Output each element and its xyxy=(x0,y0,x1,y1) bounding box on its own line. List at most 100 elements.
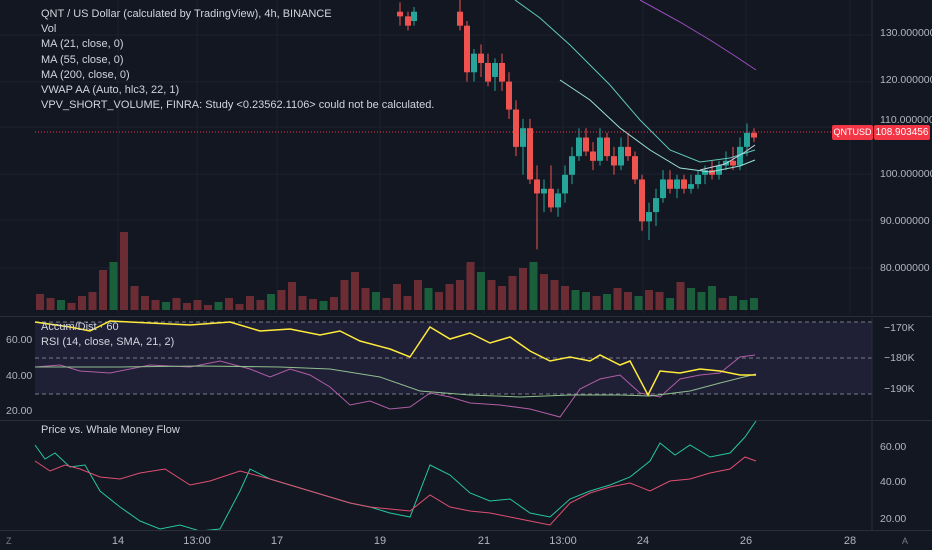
rsi-ma-line xyxy=(35,365,757,398)
volume-bar xyxy=(393,284,401,310)
price-axis-label: 90.000000 xyxy=(880,215,930,227)
ma55-line xyxy=(514,0,756,163)
volume-bar xyxy=(624,292,632,310)
candle-body xyxy=(611,156,617,166)
volume-bar xyxy=(330,297,338,310)
rsi-pane[interactable]: Accum/Dist · 60 RSI (14, close, SMA, 21,… xyxy=(0,316,932,419)
legend-volume[interactable]: Vol xyxy=(41,23,57,36)
candle-body xyxy=(646,212,652,222)
adline-line xyxy=(34,320,756,397)
candle-body xyxy=(751,132,757,138)
candle-body xyxy=(639,179,645,222)
candle-body xyxy=(499,62,505,82)
candle-body xyxy=(506,81,512,110)
volume-bar xyxy=(655,292,664,310)
candle-body xyxy=(513,109,519,147)
volume-bar xyxy=(697,292,706,310)
volume-bar xyxy=(319,301,328,310)
candle-body xyxy=(457,11,463,26)
volume-bar xyxy=(571,290,580,310)
legend-whale-flow[interactable]: Price vs. Whale Money Flow xyxy=(41,424,180,436)
candle-body xyxy=(548,188,554,208)
volume-bar xyxy=(634,296,643,310)
ma21-line xyxy=(559,79,756,173)
volume-bar xyxy=(708,286,716,310)
legend-accum-dist[interactable]: Accum/Dist · 60 xyxy=(41,321,119,333)
volume-bar xyxy=(540,274,548,310)
candle-body xyxy=(737,146,743,166)
price-axis-label: 100.000000 xyxy=(880,168,932,180)
whale-green-line xyxy=(34,421,757,531)
rsi-chart-canvas[interactable] xyxy=(0,317,932,419)
candle-body xyxy=(492,62,498,77)
whale-axis-label: 60.00 xyxy=(880,441,907,453)
ma200-line xyxy=(639,0,757,71)
candle-body xyxy=(541,188,547,194)
volume-bar xyxy=(582,292,590,310)
candle-body xyxy=(688,184,694,189)
volume-bar xyxy=(141,296,149,310)
price-chart-canvas[interactable] xyxy=(0,0,932,314)
volume-bar xyxy=(687,288,695,310)
whale-flow-pane[interactable]: Price vs. Whale Money Flow 60.00 40.00 2… xyxy=(0,420,932,531)
candle-body xyxy=(709,170,715,175)
time-label: 13:00 xyxy=(549,535,577,547)
volume-bar xyxy=(466,262,475,310)
legend-rsi[interactable]: RSI (14, close, SMA, 21, 2) xyxy=(41,336,175,348)
legend-ma21[interactable]: MA (21, close, 0) xyxy=(41,38,124,51)
price-pane[interactable]: QNT / US Dollar (calculated by TradingVi… xyxy=(0,0,932,314)
vwap-line xyxy=(699,144,756,171)
candle-body xyxy=(534,179,540,194)
legend-vpv-error[interactable]: VPV_SHORT_VOLUME, FINRA: Study <0.23562.… xyxy=(41,99,435,112)
rsi-left-axis-label: 60.00 xyxy=(6,334,33,346)
candle-body xyxy=(604,137,610,157)
time-label: 19 xyxy=(373,535,387,547)
volume-bar xyxy=(592,296,601,310)
volume-bar xyxy=(529,262,538,310)
rsi-left-axis-label: 20.00 xyxy=(6,405,33,417)
legend-vwap[interactable]: VWAP AA (Auto, hlc3, 22, 1) xyxy=(41,83,180,96)
volume-bar xyxy=(67,303,76,310)
volume-bar xyxy=(666,298,674,310)
candle-body xyxy=(485,62,491,82)
volume-bar xyxy=(162,302,170,310)
candle-body xyxy=(569,156,575,175)
volume-bar xyxy=(46,298,55,310)
volume-bar xyxy=(183,303,191,310)
whale-axis-label: 40.00 xyxy=(880,476,907,488)
volume-bar xyxy=(214,302,223,310)
volume-bar xyxy=(382,298,391,310)
volume-bar xyxy=(172,298,181,310)
candle-body xyxy=(397,11,403,17)
adline-axis-label: −170K xyxy=(884,322,915,334)
zoom-icon[interactable]: Z xyxy=(6,536,12,546)
rsi-legend: Accum/Dist · 60 RSI (14, close, SMA, 21,… xyxy=(41,320,174,350)
volume-bar xyxy=(645,290,653,310)
volume-bar xyxy=(676,282,685,310)
legend-symbol[interactable]: QNT / US Dollar (calculated by TradingVi… xyxy=(41,8,332,20)
volume-bar xyxy=(361,288,370,310)
volume-bar xyxy=(340,280,349,310)
time-axis[interactable]: Z 14 13:00 17 19 21 13:00 24 26 28 A xyxy=(0,530,932,550)
candle-body xyxy=(702,170,708,175)
legend-ma200[interactable]: MA (200, close, 0) xyxy=(41,68,130,81)
candle-body xyxy=(520,128,526,147)
adline-axis-label: −190K xyxy=(884,383,915,395)
time-label: 24 xyxy=(636,535,650,547)
volume-bar xyxy=(519,268,527,310)
auto-scale-icon[interactable]: A xyxy=(902,536,909,546)
volume-bar xyxy=(739,300,748,310)
candle-body xyxy=(674,179,680,189)
volume-bar xyxy=(372,292,380,310)
volume-bar xyxy=(487,280,496,310)
price-axis-label: 80.000000 xyxy=(880,262,930,274)
candle-body xyxy=(618,146,624,166)
candle-body xyxy=(653,198,659,213)
price-axis-label: 120.000000 xyxy=(880,74,932,86)
whale-chart-canvas[interactable] xyxy=(0,421,932,531)
time-label: 14 xyxy=(111,535,125,547)
volume-bar xyxy=(288,282,296,310)
legend-ma55[interactable]: MA (55, close, 0) xyxy=(41,53,124,66)
rsi-band xyxy=(35,322,872,394)
volume-bar xyxy=(204,305,212,310)
